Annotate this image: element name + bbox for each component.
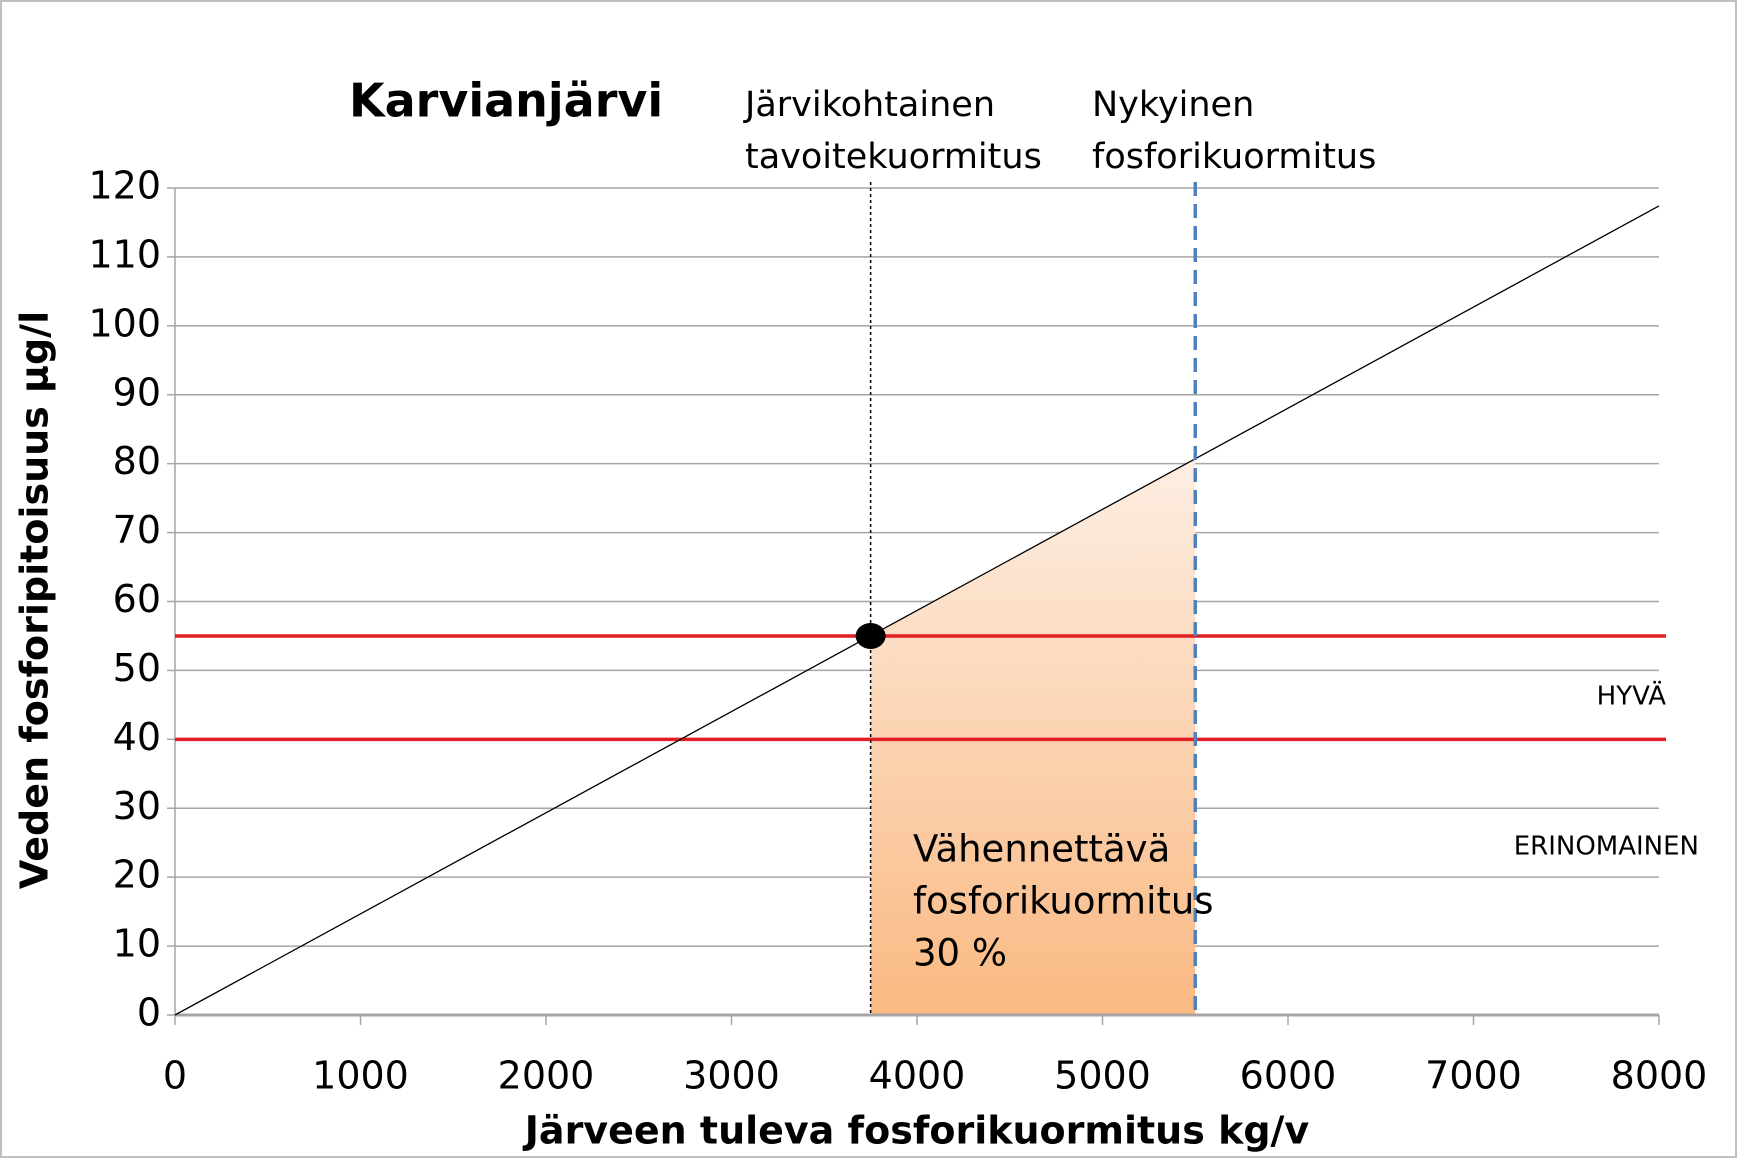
x-tick-label: 6000: [1240, 1054, 1337, 1098]
series-line: [174, 205, 1660, 1016]
target-point: [855, 622, 886, 649]
x-tick-label: 8000: [1611, 1054, 1708, 1098]
y-tick-label: 0: [137, 991, 161, 1035]
x-tick-label: 7000: [1425, 1054, 1522, 1098]
y-tick-label: 110: [88, 232, 161, 276]
x-tick-label: 3000: [683, 1054, 780, 1098]
y-tick-label: 10: [113, 922, 161, 966]
y-tick-label: 80: [113, 439, 161, 483]
y-tick-label: 60: [113, 577, 161, 621]
x-tick-label: 1000: [312, 1054, 409, 1098]
marker-label: Järvikohtainen: [743, 85, 995, 125]
y-axis-label: Veden fosforipitoisuus µg/l: [13, 311, 57, 889]
x-axis-label: Järveen tuleva fosforikuormitus kg/v: [522, 1109, 1310, 1153]
reduction-label: Vähennettävä: [913, 828, 1170, 871]
x-tick-label: 5000: [1054, 1054, 1151, 1098]
y-tick-label: 40: [113, 715, 161, 759]
reduction-area: [870, 458, 1196, 1015]
reduction-label: 30 %: [913, 932, 1007, 975]
y-tick-label: 120: [88, 164, 161, 208]
y-tick-label: 70: [113, 508, 161, 552]
x-tick-label: 2000: [498, 1054, 595, 1098]
y-tick-label: 50: [113, 646, 161, 690]
y-tick-label: 20: [113, 853, 161, 897]
marker-label: Nykyinen: [1092, 85, 1254, 125]
zone-label: HYVÄ: [1597, 680, 1667, 712]
reduction-label: fosforikuormitus: [913, 880, 1214, 923]
marker-label: tavoitekuormitus: [745, 137, 1042, 177]
y-tick-label: 90: [113, 370, 161, 414]
x-tick-label: 0: [163, 1054, 187, 1098]
x-tick-label: 4000: [869, 1054, 966, 1098]
y-tick-label: 100: [88, 301, 161, 345]
marker-label: fosforikuormitus: [1092, 137, 1376, 177]
zone-label: ERINOMAINEN: [1514, 832, 1699, 862]
chart-title: Karvianjärvi: [349, 74, 663, 128]
y-tick-label: 30: [113, 784, 161, 828]
